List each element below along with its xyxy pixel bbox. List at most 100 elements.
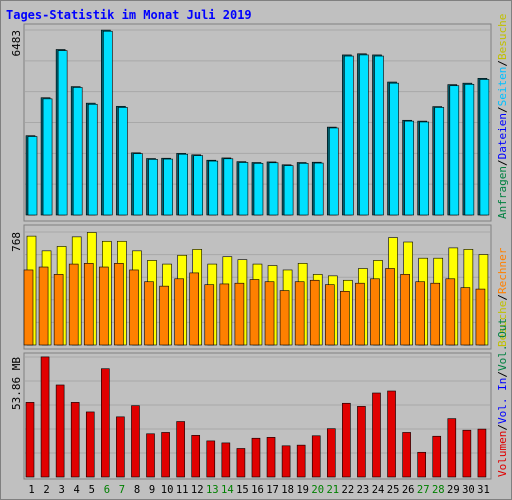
bar-files: [253, 163, 264, 216]
x-tick-label: 28: [432, 484, 445, 496]
bar-volume: [70, 402, 80, 478]
bar-volume: [101, 368, 110, 478]
bar-files: [178, 153, 188, 216]
bar-files: [479, 79, 490, 216]
bar-volume: [251, 437, 261, 478]
bar-files: [133, 153, 143, 216]
bar-files: [389, 82, 399, 216]
bar-hosts: [475, 288, 486, 346]
chart-title: Tages-Statistik im Monat Juli 2019: [6, 8, 252, 22]
bar-hosts: [83, 263, 94, 346]
x-tick-label: 16: [251, 484, 264, 496]
y-max-label: 53.86 MB: [10, 357, 23, 410]
x-tick-label: 22: [342, 484, 355, 496]
bar-volume: [462, 429, 472, 478]
bar-files: [72, 87, 83, 216]
bar-volume: [417, 451, 426, 478]
bar-volume: [40, 356, 50, 478]
legend-entry: Vol. In: [496, 378, 509, 424]
bar-volume: [447, 418, 457, 478]
bar-files: [313, 162, 324, 216]
bar-hosts: [144, 281, 154, 346]
bar-hosts: [340, 290, 350, 346]
x-tick-label: 31: [477, 484, 490, 496]
x-tick-label: 17: [266, 484, 279, 496]
bar-hosts: [189, 272, 200, 346]
x-tick-label: 20: [311, 484, 324, 496]
bar-files: [434, 107, 445, 216]
bar-hosts: [355, 282, 365, 346]
bar-hosts: [129, 269, 139, 346]
x-tick-label: 25: [387, 484, 400, 496]
bar-volume: [221, 442, 231, 478]
bar-volume: [477, 428, 487, 478]
bar-volume: [266, 437, 276, 478]
bar-files: [148, 159, 158, 216]
bar-volume: [55, 384, 65, 478]
bar-files: [163, 158, 173, 216]
bar-volume: [236, 448, 246, 478]
bar-volume: [357, 406, 366, 478]
bar-volume: [372, 392, 381, 478]
bar-files: [87, 103, 98, 216]
x-tick-label: 14: [221, 484, 234, 496]
bar-files: [464, 84, 475, 216]
bar-files: [328, 127, 339, 216]
bar-hosts: [430, 282, 441, 346]
bar-hosts: [400, 274, 410, 346]
bar-hosts: [279, 290, 290, 346]
bar-files: [298, 163, 309, 216]
legend-entry: /: [496, 159, 509, 166]
legend: Anfragen/Dateien/Seiten/Besuche: [496, 14, 509, 219]
legend-entry: Seiten: [496, 67, 509, 107]
legend-entry: Dateien: [496, 113, 509, 159]
bar-hosts: [445, 278, 456, 346]
bar-hosts: [370, 278, 380, 346]
bar-hosts: [174, 278, 184, 346]
bar-hosts: [38, 266, 49, 346]
x-tick-label: 7: [119, 484, 125, 496]
legend-entry: /: [496, 424, 509, 431]
x-tick-label: 2: [43, 484, 49, 496]
bar-files: [404, 120, 414, 216]
bar-files: [208, 160, 219, 216]
bar-hosts: [264, 281, 275, 346]
bar-files: [374, 55, 384, 216]
bar-files: [57, 50, 68, 216]
bar-files: [103, 30, 113, 216]
x-tick-label: 4: [74, 484, 80, 496]
legend: Besuche/Rechner: [496, 247, 509, 347]
x-tick-label: 27: [417, 484, 430, 496]
y-max-label: 768: [10, 232, 23, 252]
bar-volume: [191, 435, 201, 478]
bar-files: [223, 158, 234, 216]
bar-volume: [402, 432, 411, 478]
x-tick-label: 3: [58, 484, 64, 496]
bar-volume: [311, 435, 321, 478]
x-tick-label: 5: [89, 484, 95, 496]
legend-entry: Vol. Out: [496, 318, 509, 371]
bar-files: [268, 162, 279, 216]
bar-hosts: [460, 287, 471, 346]
legend-entry: /: [496, 371, 509, 378]
x-tick-label: 15: [236, 484, 249, 496]
x-tick-label: 30: [462, 484, 475, 496]
legend-entry: Anfragen: [496, 166, 509, 219]
bar-hosts: [309, 279, 320, 346]
bar-volume: [296, 444, 306, 478]
bar-hosts: [294, 281, 305, 346]
bar-files: [359, 54, 369, 216]
chart-panels: 6483Anfragen/Dateien/Seiten/Besuche768Be…: [10, 14, 509, 480]
x-tick-label: 29: [447, 484, 460, 496]
bar-files: [118, 107, 128, 216]
legend-entry: Rechner: [496, 247, 509, 294]
bar-volume: [161, 432, 170, 478]
panel-middle: 768 Besuche/Rechner: [10, 224, 509, 350]
x-axis-labels: 1 2 3 4 5 6 7 8 9 10 11 12 13 14 15 16 17 18 19 20 21 22 23 24 2…: [28, 484, 489, 496]
bar-hosts: [114, 263, 124, 346]
x-tick-label: 19: [296, 484, 309, 496]
bar-hosts: [159, 285, 169, 346]
